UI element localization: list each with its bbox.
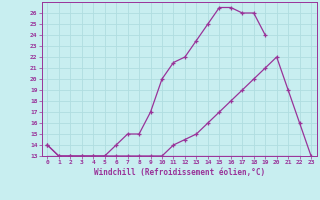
- X-axis label: Windchill (Refroidissement éolien,°C): Windchill (Refroidissement éolien,°C): [94, 168, 265, 177]
